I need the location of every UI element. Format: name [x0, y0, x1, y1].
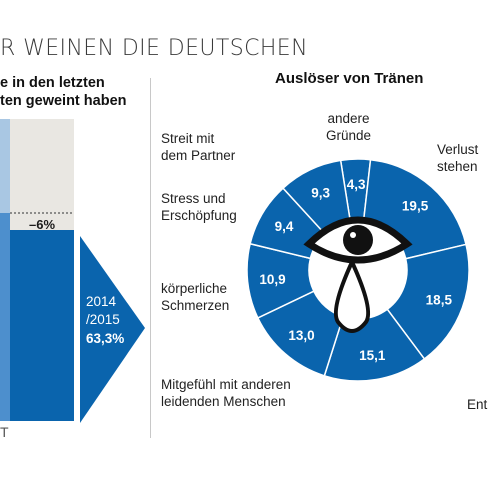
label-line: dem Partner — [161, 148, 236, 163]
label-line: andere — [327, 111, 370, 126]
donut-value-label: 4,3 — [347, 177, 366, 192]
donut-chart: 4,3 19,5 18,5 15,1 13,0 10,9 9,4 9,3 — [246, 158, 470, 382]
label-stress: Stress und Erschöpfung — [161, 190, 237, 224]
donut-value-label: 9,4 — [275, 219, 294, 234]
label-line: leidenden Menschen — [161, 394, 286, 409]
label-line: Gründe — [326, 128, 372, 143]
label-mitgefuehl: Mitgefühl mit anderen leidenden Menschen — [161, 376, 291, 410]
donut-value-label: 19,5 — [402, 199, 429, 214]
previous-bar-sliver-fill — [0, 213, 10, 421]
label-line: körperliche — [161, 281, 228, 296]
left-heading-line-2: ten geweint haben — [0, 93, 127, 109]
change-label: –6% — [29, 217, 55, 232]
label-andere-gruende: andere Gründe — [326, 110, 371, 144]
arrow-value-label: 63,3% — [86, 331, 124, 346]
label-line: Schmerzen — [161, 298, 230, 313]
left-chart-heading: e in den letzten ten geweint haben — [0, 74, 127, 110]
donut-value-label: 18,5 — [426, 292, 453, 307]
label-verlust: Verlust stehen — [437, 141, 478, 175]
label-line: stehen — [437, 159, 478, 174]
label-koerperliche-schmerzen: körperliche Schmerzen — [161, 280, 229, 314]
page-title: R WEINEN DIE DEUTSCHEN — [0, 36, 308, 61]
label-line: Erschöpfung — [161, 208, 237, 223]
label-line: Verlust — [437, 142, 479, 157]
donut-value-label: 10,9 — [259, 272, 285, 287]
arrow-line-1: 2014 — [86, 294, 117, 309]
donut-value-label: 13,0 — [288, 328, 314, 343]
value-arrow — [80, 236, 145, 423]
label-line: Ent — [467, 397, 488, 412]
footer-text: T — [0, 424, 9, 440]
donut-value-label: 15,1 — [359, 348, 386, 363]
left-heading-line-1: e in den letzten — [0, 75, 105, 91]
donut-slice — [386, 243, 470, 361]
eye-icon — [303, 216, 413, 264]
right-chart-heading: Auslöser von Tränen — [275, 70, 424, 87]
label-line: Stress und — [161, 191, 226, 206]
left-bar-chart: –6% 2014 /2015 63,3% — [0, 119, 145, 423]
current-bar — [10, 230, 74, 421]
tear-icon — [333, 257, 371, 333]
label-ent: Ent — [467, 396, 487, 413]
label-line: Streit mit — [161, 131, 215, 146]
arrow-line-2: /2015 — [86, 312, 120, 327]
label-line: Mitgefühl mit anderen — [161, 377, 291, 392]
label-streit: Streit mit dem Partner — [161, 130, 235, 164]
chart-divider — [150, 78, 151, 438]
donut-value-label: 9,3 — [311, 186, 330, 201]
